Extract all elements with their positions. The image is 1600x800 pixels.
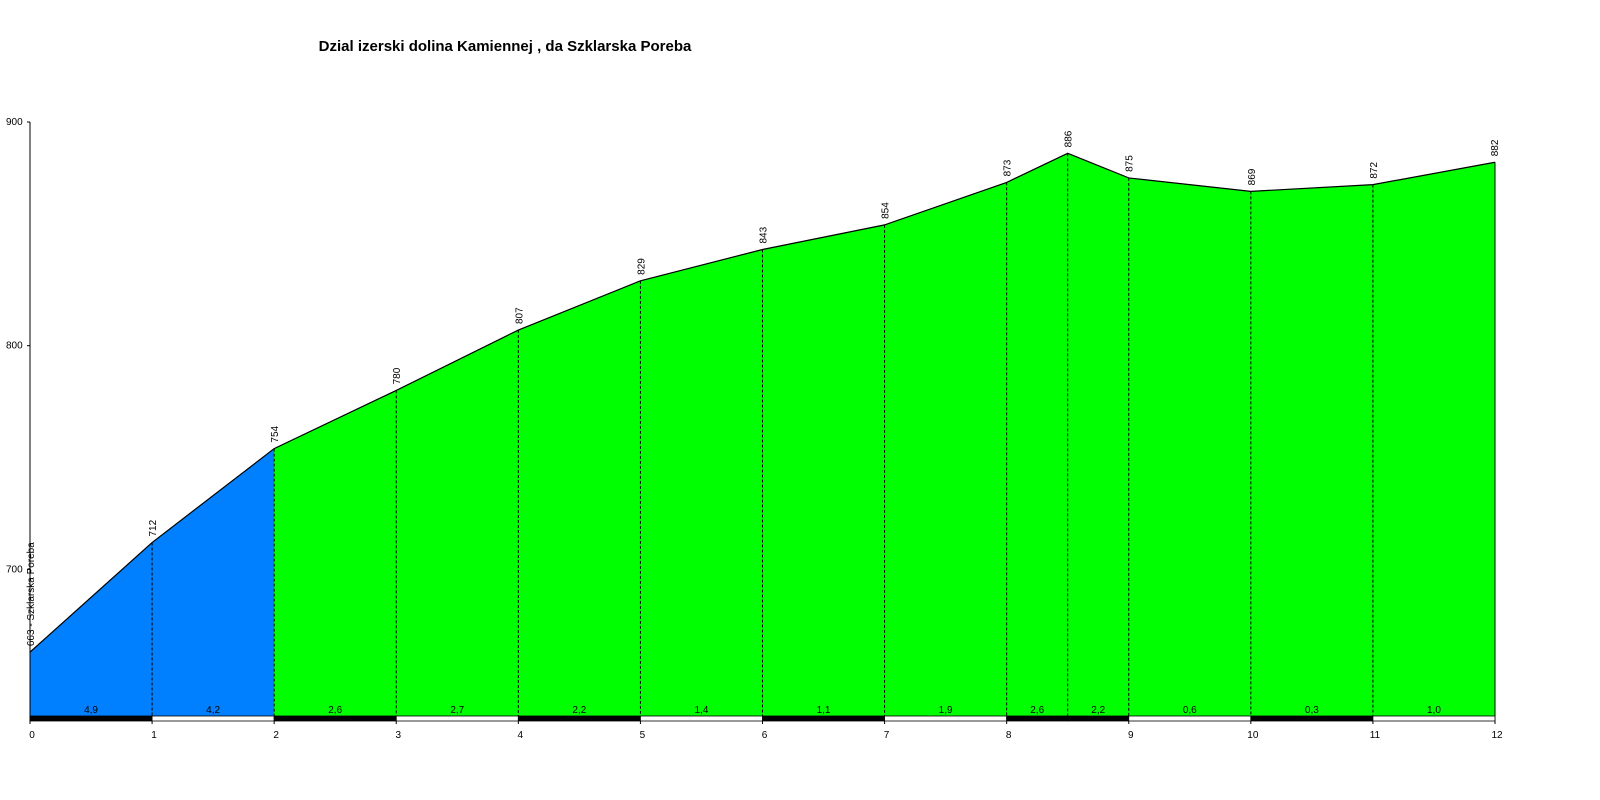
x-tick-label-9: 9	[1128, 730, 1134, 741]
elevation-label-10: 875	[1125, 155, 1136, 172]
distance-band-strip-12	[1372, 715, 1496, 722]
x-tick-label-12: 12	[1491, 730, 1503, 741]
elevation-label-2: 754	[270, 425, 281, 442]
segment-divider-lines	[151, 153, 1374, 717]
distance-band-strip-11	[1250, 715, 1374, 722]
grade-label-7: 1,9	[939, 705, 953, 716]
x-tick-label-8: 8	[1006, 730, 1012, 741]
grade-label-2: 2,6	[328, 705, 342, 716]
elevation-label-9: 886	[1064, 130, 1075, 147]
distance-band-strip-3	[395, 715, 519, 722]
segment-area-7	[884, 181, 1007, 718]
segment-area-0	[29, 541, 153, 718]
segment-area-12	[1372, 161, 1496, 718]
elevation-label-8: 873	[1003, 159, 1014, 176]
grade-label-12: 1,0	[1427, 705, 1441, 716]
segment-area-4	[518, 280, 641, 718]
x-tick-label-11: 11	[1370, 730, 1381, 741]
segment-area-3	[395, 329, 519, 718]
elevation-label-12: 872	[1369, 162, 1380, 179]
segment-area-9	[1067, 152, 1130, 718]
distance-band-strip-8	[1006, 715, 1069, 722]
grade-label-11: 0,3	[1305, 705, 1319, 716]
elevation-label-6: 843	[759, 226, 770, 243]
distance-band-strip-4	[517, 715, 641, 722]
y-tick-label-1: 800	[6, 341, 23, 352]
elevation-label-5: 829	[636, 258, 647, 275]
distance-band-strip-0	[29, 715, 153, 722]
grade-label-10: 0,6	[1183, 705, 1197, 716]
distance-band-strip-2	[273, 715, 397, 722]
y-tick-label-2: 900	[6, 117, 23, 128]
x-tick-label-1: 1	[151, 730, 157, 741]
grade-label-3: 2,7	[450, 705, 464, 716]
profile-line	[29, 152, 1496, 653]
segment-area-5	[640, 249, 763, 718]
segment-area-11	[1250, 184, 1374, 718]
x-tick-label-0: 0	[29, 730, 35, 741]
grade-label-4: 2,2	[572, 705, 586, 716]
elevation-label-1: 712	[148, 519, 159, 536]
x-tick-label-5: 5	[640, 730, 646, 741]
distance-band: 4,9 4,2 2,6 2,7 2,2 1,4 1,1 1,9 2,6 2,2 0,6 0,3 1,0	[29, 705, 1496, 722]
y-tick-label-0: 700	[6, 564, 23, 575]
grade-label-9: 2,2	[1091, 705, 1105, 716]
chart-title: Dzial izerski dolina Kamiennej , da Szkl…	[318, 38, 692, 55]
segment-area-6	[762, 224, 885, 718]
x-tick-label-7: 7	[884, 730, 890, 741]
x-tick-label-3: 3	[395, 730, 401, 741]
distance-band-strip-6	[762, 715, 885, 722]
grade-label-8: 2,6	[1030, 705, 1044, 716]
elevation-label-13: 882	[1490, 139, 1501, 156]
segment-areas	[29, 152, 1496, 718]
x-tick-label-4: 4	[518, 730, 524, 741]
elevation-label-11: 869	[1247, 168, 1258, 185]
segment-area-10	[1128, 177, 1252, 718]
x-tick-label-6: 6	[762, 730, 768, 741]
x-tick-label-10: 10	[1247, 730, 1259, 741]
elevation-label-0: 663 - Szklarska Poreba	[26, 542, 37, 646]
distance-band-strip-1	[151, 715, 275, 722]
distance-band-strip-5	[640, 715, 763, 722]
distance-band-strip-10	[1128, 715, 1252, 722]
distance-band-strip-7	[884, 715, 1008, 722]
elevation-label-4: 807	[514, 307, 525, 324]
elevation-label-3: 780	[392, 367, 403, 384]
elevation-label-7: 854	[881, 202, 892, 219]
segment-area-1	[151, 447, 275, 718]
distance-band-strip-9	[1067, 715, 1130, 722]
grade-label-6: 1,1	[817, 705, 831, 716]
grade-label-0: 4,9	[84, 705, 98, 716]
grade-label-1: 4,2	[206, 705, 220, 716]
point-labels: 663 - Szklarska Poreba 712 754 780 807 829 843…	[26, 130, 1501, 646]
profile-outline	[29, 152, 1496, 653]
x-tick-label-2: 2	[273, 730, 279, 741]
segment-area-8	[1006, 152, 1069, 718]
grade-label-5: 1,4	[695, 705, 709, 716]
